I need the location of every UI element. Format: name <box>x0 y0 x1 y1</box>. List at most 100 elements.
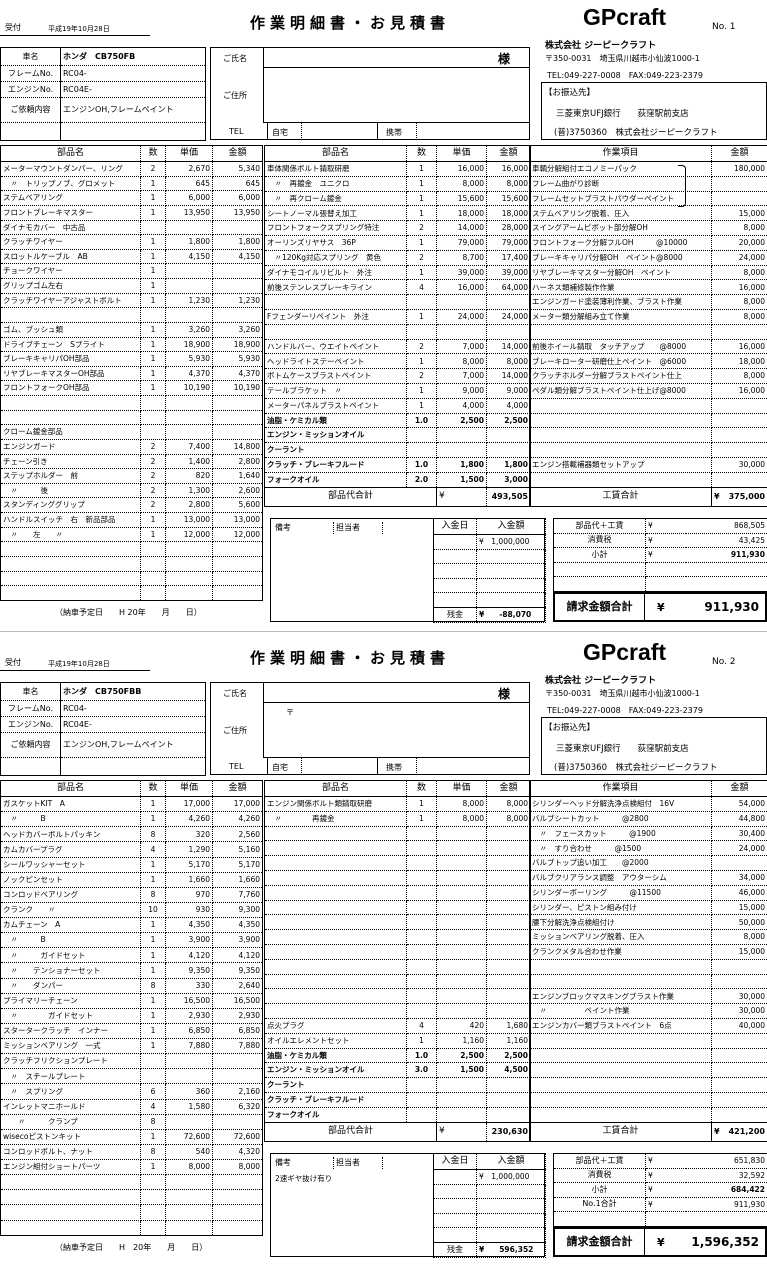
part-qty: 2 <box>140 468 166 484</box>
work-total-value: ¥375,000 <box>711 486 767 507</box>
table-row: ハンドルバー、ウエイトペイント 2 7,000 14,000 <box>264 338 531 355</box>
table-row: クーラント <box>264 1077 531 1093</box>
part-name: 〃 ダンパー <box>0 977 141 994</box>
work-total-value: ¥421,200 <box>711 1121 767 1142</box>
sheet-number: No. 2 <box>712 657 736 667</box>
part-unit-price: 3,260 <box>165 321 213 338</box>
part-qty <box>406 869 437 886</box>
table-row: スイングアームピボット部分解OH 8,000 <box>529 220 767 236</box>
table-row: 〃 ダンパー 8 330 2,640 <box>0 977 263 994</box>
customer-name-field[interactable] <box>263 683 529 703</box>
part-qty <box>406 840 437 857</box>
part-qty: 4 <box>406 1017 437 1034</box>
parts-table-left: 部品名数単価 金額 ガスケットKIT A 1 17,000 17,000 〃 B 1 4,26… <box>0 780 263 1236</box>
part-qty <box>140 424 166 440</box>
vehicle-value: RC04- <box>60 700 206 717</box>
part-name: プライマリーチェーン <box>0 992 141 1009</box>
reception-date: 平成19年10月28日 <box>48 660 110 668</box>
part-unit-price <box>436 899 487 916</box>
part-name: クラッチ・ブレーキフルード <box>264 1091 407 1108</box>
work-amount: 30,000 <box>711 988 767 1005</box>
work-amount <box>711 190 767 207</box>
part-amount: 28,000 <box>486 220 531 236</box>
summary-label <box>553 576 646 592</box>
part-unit-price: 9,350 <box>165 962 213 979</box>
part-qty <box>406 1003 437 1019</box>
customer-name-field[interactable] <box>263 48 529 68</box>
part-qty: 1 <box>140 932 166 949</box>
part-qty: 1 <box>406 397 437 414</box>
work-total-row: 工賃合計 ¥375,000 <box>529 486 767 507</box>
column-header: 金額 <box>212 780 263 797</box>
table-row <box>264 958 531 975</box>
part-qty: 2 <box>406 220 437 236</box>
table-row: インレットマニホールド 4 1,580 6,320 <box>0 1098 263 1115</box>
work-amount <box>711 1091 767 1108</box>
work-amount: 54,000 <box>711 796 767 812</box>
part-unit-price <box>436 840 487 857</box>
part-qty <box>406 929 437 945</box>
address-field[interactable] <box>263 68 529 123</box>
part-name: ノックピンセット <box>0 871 141 888</box>
pay-amount-header: 入金額 <box>476 518 546 535</box>
part-amount <box>212 409 263 426</box>
table-row: ブレーキキャリパOH部品 1 5,930 5,930 <box>0 351 263 367</box>
parts-total-label: 部品代合計 <box>264 486 437 507</box>
summary-label: 小計 <box>553 1182 646 1198</box>
part-unit-price: 12,000 <box>165 526 213 543</box>
tel-mobile-field[interactable] <box>416 758 529 775</box>
part-unit-price <box>165 1113 213 1130</box>
part-unit-price: 16,000 <box>436 279 487 296</box>
address-field[interactable] <box>263 703 529 758</box>
summary-value: 684,422 <box>685 1182 767 1198</box>
part-amount: 2,160 <box>212 1083 263 1100</box>
table-row: シリンダーボーリング @11500 46,000 <box>529 884 767 901</box>
part-qty: 1 <box>406 161 437 177</box>
part-unit-price: 420 <box>436 1017 487 1034</box>
table-row <box>264 914 531 931</box>
work-item: クランクメタル合わせ作業 <box>529 943 712 960</box>
table-row <box>0 307 263 323</box>
part-unit-price: 1,580 <box>165 1098 213 1115</box>
part-qty <box>140 1068 166 1085</box>
table-row: 〃 スプリング 6 360 2,160 <box>0 1083 263 1100</box>
part-amount <box>212 1189 263 1206</box>
table-row: チョークワイヤー 1 <box>0 263 263 279</box>
part-name: フロントフォークOH部品 <box>0 380 141 396</box>
part-qty: 1.0 <box>406 456 437 473</box>
part-amount: 2,560 <box>212 826 263 843</box>
part-qty: 1 <box>406 810 437 827</box>
part-unit-price: 2,800 <box>165 497 213 513</box>
work-item: スイングアームピボット部分解OH <box>529 220 712 236</box>
table-row: プライマリーチェーン 1 16,500 16,500 <box>0 992 263 1009</box>
part-name: ヘッドライトステーペイント <box>264 353 407 370</box>
tel-mobile-field[interactable] <box>416 123 529 140</box>
part-name: クローム鍍金部品 <box>0 424 141 440</box>
part-unit-price: 1,160 <box>436 1032 487 1049</box>
tel-home-field[interactable] <box>301 123 377 140</box>
work-amount: 50,000 <box>711 914 767 931</box>
grand-total-yen: ¥ <box>657 600 665 614</box>
part-qty: 1 <box>140 947 166 964</box>
customer-name-label: ご氏名 <box>223 54 247 63</box>
summary-value: 651,830 <box>685 1153 767 1169</box>
vehicle-value: RC04- <box>60 65 206 82</box>
part-amount: 10,190 <box>212 380 263 396</box>
payment-row <box>433 548 546 564</box>
table-row: ノックピンセット 1 1,660 1,660 <box>0 871 263 888</box>
part-amount: 1,800 <box>486 456 531 473</box>
work-item: 〃 フェースカット @1900 <box>529 825 712 842</box>
tel-home-field[interactable] <box>301 758 377 775</box>
part-amount <box>212 424 263 440</box>
part-qty: 1 <box>140 351 166 367</box>
grand-total-yen: ¥ <box>657 1235 665 1249</box>
table-row <box>529 1062 767 1079</box>
work-amount: 8,000 <box>711 294 767 310</box>
grand-total-box: 請求金額合計 ¥1,596,352 <box>553 1227 767 1257</box>
payment-row: ¥ 1,000,000 <box>433 1169 546 1185</box>
part-amount <box>486 323 531 340</box>
part-name: 油脂・ケミカル類 <box>264 412 407 429</box>
remarks-box: 備考 担当者 入金日 入金額 ¥ 1,000,000 残金 ¥ -88,070 <box>270 518 546 623</box>
part-qty <box>140 1189 166 1206</box>
part-unit-price <box>436 1106 487 1123</box>
